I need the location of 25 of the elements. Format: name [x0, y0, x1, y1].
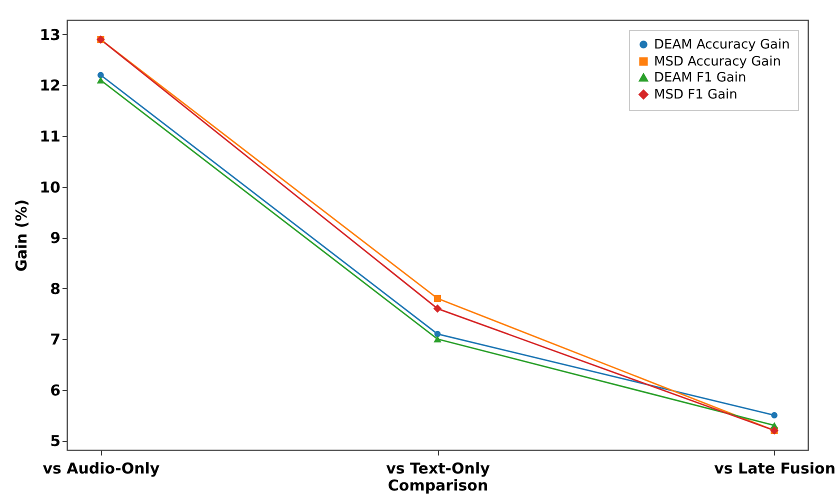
- x-axis-title: Comparison: [388, 476, 488, 494]
- y-tick-label: 8: [50, 280, 60, 298]
- y-tick-label: 12: [40, 76, 60, 95]
- x-tick-label: vs Late Fusion: [714, 460, 836, 478]
- point: [433, 304, 442, 313]
- point: [96, 76, 105, 84]
- legend-label: MSD F1 Gain: [654, 88, 738, 102]
- y-tick-label: 6: [50, 381, 60, 400]
- legend-label: DEAM Accuracy Gain: [654, 38, 790, 52]
- point: [434, 330, 441, 338]
- y-tick-label: 9: [50, 229, 60, 248]
- y-tick-label: 10: [40, 178, 60, 196]
- point: [98, 72, 104, 78]
- x-tick-label: vs Text-Only: [386, 460, 490, 478]
- y-tick-label: 13: [40, 26, 60, 44]
- point: [434, 294, 442, 302]
- y-tick-label: 11: [40, 128, 60, 146]
- y-tick-label: 7: [50, 330, 60, 349]
- point: [434, 336, 442, 342]
- y-tick-label: 5: [50, 432, 60, 450]
- y-axis-title: Gain (%): [12, 199, 31, 272]
- x-tick-label: vs Audio-Only: [42, 460, 160, 478]
- point: [771, 412, 778, 418]
- legend-label: MSD Accuracy Gain: [654, 54, 781, 70]
- legend-label: DEAM F1 Gain: [654, 70, 746, 86]
